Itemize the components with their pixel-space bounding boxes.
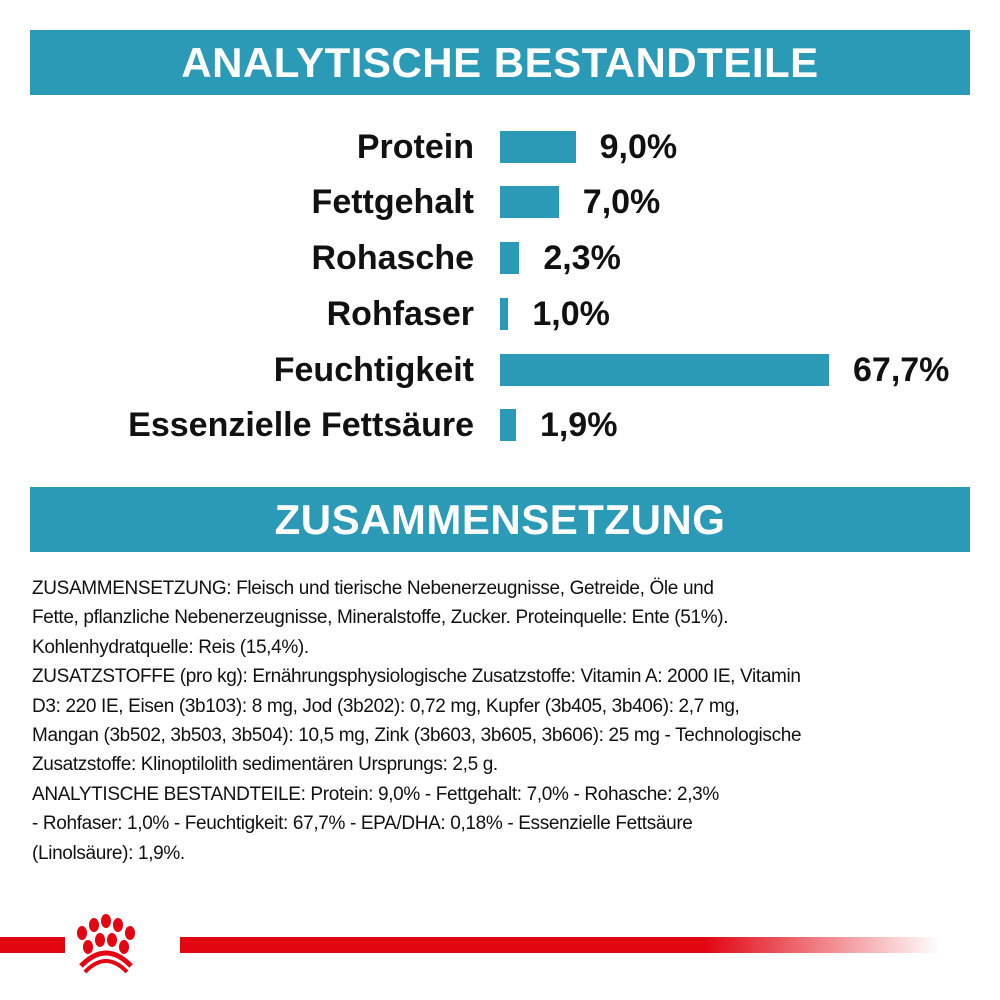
bar [500,409,516,441]
crown-paw-logo-icon [65,912,180,976]
category-label: Essenzielle Fettsäure [128,406,474,444]
composition-line: - Rohfaser: 1,0% - Feuchtigkeit: 67,7% -… [32,813,693,835]
composition-line: Mangan (3b502, 3b503, 3b504): 10,5 mg, Z… [32,725,802,747]
chart-row: Essenzielle Fettsäure 1,9% [0,405,1000,445]
section-title: ANALYTISCHE BESTANDTEILE [181,38,819,86]
composition-line: D3: 220 IE, Eisen (3b103): 8 mg, Jod (3b… [32,695,740,717]
composition-line: Kohlenhydratquelle: Reis (15,4%). [32,636,309,658]
chart-row: Feuchtigkeit 67,7% [0,350,1000,390]
category-label: Protein [356,128,474,166]
composition-line: (Linolsäure): 1,9%. [32,842,185,864]
chart-row: Rohfaser 1,0% [0,294,1000,334]
chart-row: Rohasche 2,3% [0,238,1000,278]
bar [500,131,576,163]
composition-line: Fette, pflanzliche Nebenerzeugnisse, Min… [32,607,729,629]
composition-line: ZUSATZSTOFFE (pro kg): Ernährungsphysiol… [32,666,801,688]
value-label: 7,0% [582,183,661,221]
value-label: 9,0% [599,128,678,166]
bar [500,242,520,274]
chart-row: Fettgehalt 7,0% [0,182,1000,222]
category-label: Rohasche [311,239,475,277]
value-label: 1,0% [532,295,610,333]
category-label: Fettgehalt [311,183,474,221]
composition-line: ZUSAMMENSETZUNG: Fleisch und tierische N… [32,578,714,599]
composition-line: ANALYTISCHE BESTANDTEILE: Protein: 9,0% … [32,783,719,805]
value-label: 67,7% [853,351,950,389]
composition-line: Zusatzstoffe: Klinoptilolith sedimentäre… [32,754,498,776]
analytical-constituents-header: ANALYTISCHE BESTANDTEILE [30,30,970,95]
brand-divider-line [0,937,940,953]
bar [500,186,559,218]
value-label: 2,3% [543,239,621,277]
bar [500,354,829,386]
section-title: ZUSAMMENSETZUNG [274,495,726,543]
composition-text: ZUSAMMENSETZUNG: Fleisch und tierische N… [32,574,802,868]
composition-header: ZUSAMMENSETZUNG [30,487,970,552]
value-label: 1,9% [539,406,618,444]
chart-row: Protein 9,0% [0,127,1000,167]
category-label: Rohfaser [326,295,474,333]
category-label: Feuchtigkeit [273,351,474,389]
bar [500,298,509,330]
